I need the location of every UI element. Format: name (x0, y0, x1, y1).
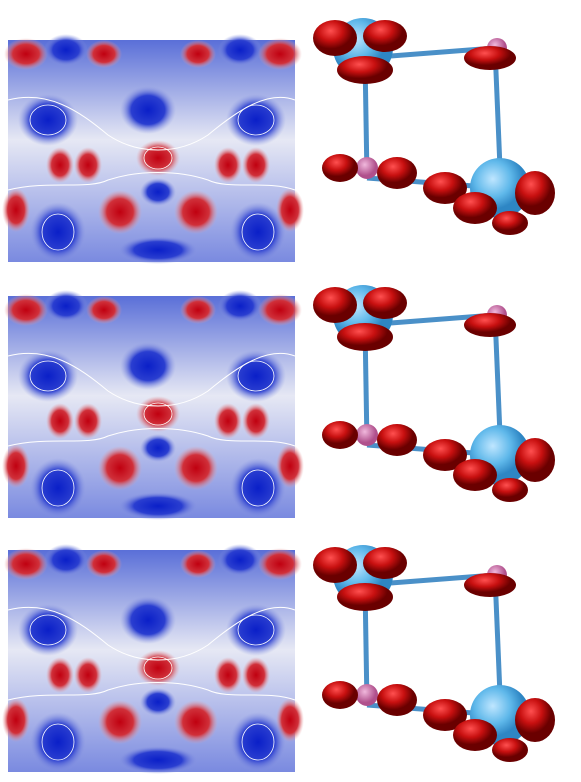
structure-view (313, 545, 555, 762)
contour-map (1, 543, 305, 775)
structure-view (313, 285, 555, 502)
contour-map (1, 289, 305, 521)
structure-view (313, 18, 555, 235)
contour-map (1, 33, 305, 265)
